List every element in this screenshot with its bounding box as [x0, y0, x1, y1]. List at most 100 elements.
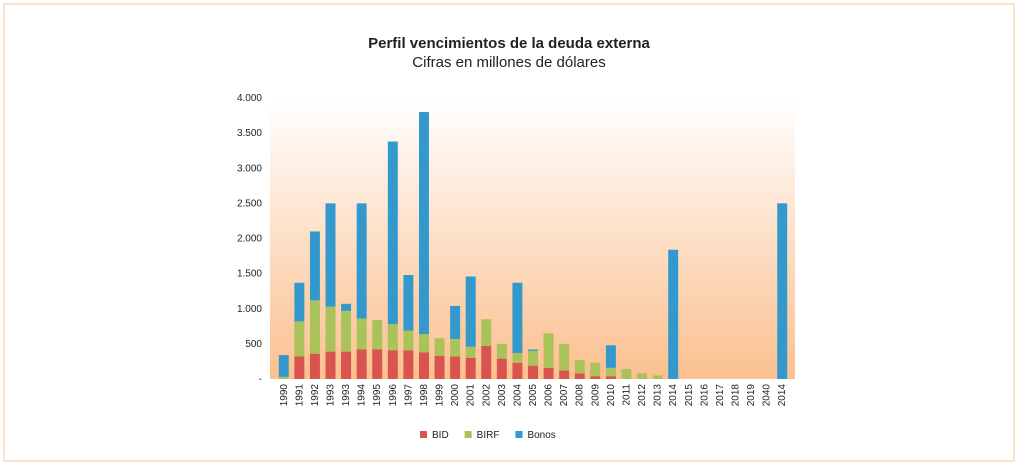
- bar-segment: [418, 334, 429, 353]
- bar-segment: [341, 351, 352, 379]
- x-tick-label: 2008: [575, 384, 586, 407]
- bar-segment: [372, 319, 383, 350]
- bar-segment: [450, 305, 461, 339]
- x-tick-label: 2004: [512, 384, 523, 407]
- x-tick-label: 1998: [419, 384, 430, 407]
- x-tick-label: 2040: [762, 384, 773, 407]
- bar-segment: [496, 343, 507, 359]
- x-tick-label: 1995: [372, 384, 383, 407]
- bar-segment: [356, 203, 367, 319]
- bar-segment: [294, 356, 305, 379]
- bar-segment: [309, 353, 320, 379]
- x-tick-label: 2010: [606, 384, 617, 407]
- x-tick-label: 2015: [684, 384, 695, 407]
- bar-segment: [621, 369, 632, 379]
- bar-segment: [543, 333, 554, 368]
- bar-segment: [418, 112, 429, 335]
- x-tick-label: 1997: [403, 384, 414, 407]
- x-tick-label: 2014: [777, 384, 788, 407]
- bar-segment: [434, 338, 445, 356]
- x-tick-label: 2009: [590, 384, 601, 407]
- x-tick-label: 2011: [621, 384, 632, 406]
- bar-segment: [481, 319, 492, 346]
- bar-segment: [668, 249, 679, 379]
- bar-segment: [465, 357, 476, 379]
- bar-segment: [450, 356, 461, 379]
- y-tick-label: 3.000: [237, 163, 262, 174]
- x-tick-label: 2007: [559, 384, 570, 407]
- x-tick-label: 2018: [730, 384, 741, 407]
- bar-segment: [652, 375, 663, 379]
- y-tick-label: 2.500: [237, 198, 262, 209]
- y-tick-label: 1.500: [237, 269, 262, 280]
- bar-segment: [387, 350, 398, 379]
- bar-segment: [512, 353, 523, 363]
- bar-segment: [356, 349, 367, 379]
- bar-segment: [418, 352, 429, 379]
- bar-segment: [325, 203, 336, 307]
- chart-subtitle: Cifras en millones de dólares: [412, 54, 605, 71]
- bar-segment: [590, 362, 601, 377]
- bar-segment: [605, 376, 616, 379]
- bar-segment: [512, 362, 523, 379]
- bar-segment: [341, 310, 352, 352]
- bar-segment: [325, 351, 336, 379]
- bar-segment: [450, 338, 461, 357]
- legend-label: BIRF: [477, 430, 500, 441]
- x-tick-label: 1999: [435, 384, 446, 407]
- bar-segment: [528, 349, 538, 351]
- bar-segment: [434, 355, 445, 379]
- bar-segment: [465, 346, 476, 358]
- x-tick-label: 2003: [497, 384, 508, 407]
- x-tick-label: 2014: [668, 384, 679, 407]
- x-tick-label: 2012: [637, 384, 648, 407]
- x-tick-label: 2017: [715, 384, 726, 407]
- bar-segment: [387, 141, 398, 325]
- x-tick-label: 2016: [699, 384, 710, 407]
- x-tick-label: 2000: [450, 384, 461, 407]
- legend-swatch: [464, 431, 472, 438]
- bar-segment: [496, 358, 507, 379]
- legend-label: Bonos: [527, 430, 555, 441]
- bar-segment: [294, 321, 305, 357]
- x-tick-label: 2001: [466, 384, 477, 407]
- bar-segment: [309, 231, 320, 301]
- bar-segment: [777, 203, 788, 379]
- bar-segment: [403, 350, 414, 379]
- bar-segment: [559, 370, 570, 379]
- x-tick-label: 2002: [481, 384, 492, 407]
- x-tick-label: 1993: [326, 384, 337, 407]
- bar-segment: [278, 376, 289, 379]
- bar-segment: [387, 324, 398, 351]
- x-tick-label: 2006: [544, 384, 555, 407]
- x-tick-label: 1993: [341, 384, 352, 407]
- bar-segment: [512, 282, 523, 354]
- bar-segment: [528, 350, 538, 366]
- bar-segment: [309, 300, 320, 354]
- x-tick-label: 1991: [294, 384, 305, 407]
- bar-segment: [590, 376, 601, 379]
- x-tick-label: 2019: [746, 384, 757, 407]
- y-tick-label: -: [259, 374, 262, 385]
- bar-segment: [278, 355, 289, 377]
- x-tick-label: 1990: [279, 384, 290, 407]
- bar-segment: [559, 343, 570, 371]
- x-tick-label: 2013: [653, 384, 664, 407]
- bar-segment: [543, 367, 554, 379]
- y-tick-label: 1.000: [237, 304, 262, 315]
- bar-segment: [528, 365, 538, 379]
- x-tick-label: 1994: [357, 384, 368, 407]
- y-tick-label: 500: [245, 339, 262, 350]
- bar-segment: [403, 330, 414, 351]
- legend-swatch: [420, 431, 427, 438]
- chart-title: Perfil vencimientos de la deuda externa: [368, 35, 650, 52]
- frame: [3, 3, 1015, 462]
- legend-swatch: [515, 431, 523, 438]
- bar-segment: [465, 276, 476, 347]
- x-tick-label: 2005: [528, 384, 539, 407]
- bar-segment: [605, 367, 616, 377]
- y-tick-label: 4.000: [237, 93, 262, 104]
- legend-label: BID: [432, 430, 449, 441]
- bar-segment: [356, 318, 367, 350]
